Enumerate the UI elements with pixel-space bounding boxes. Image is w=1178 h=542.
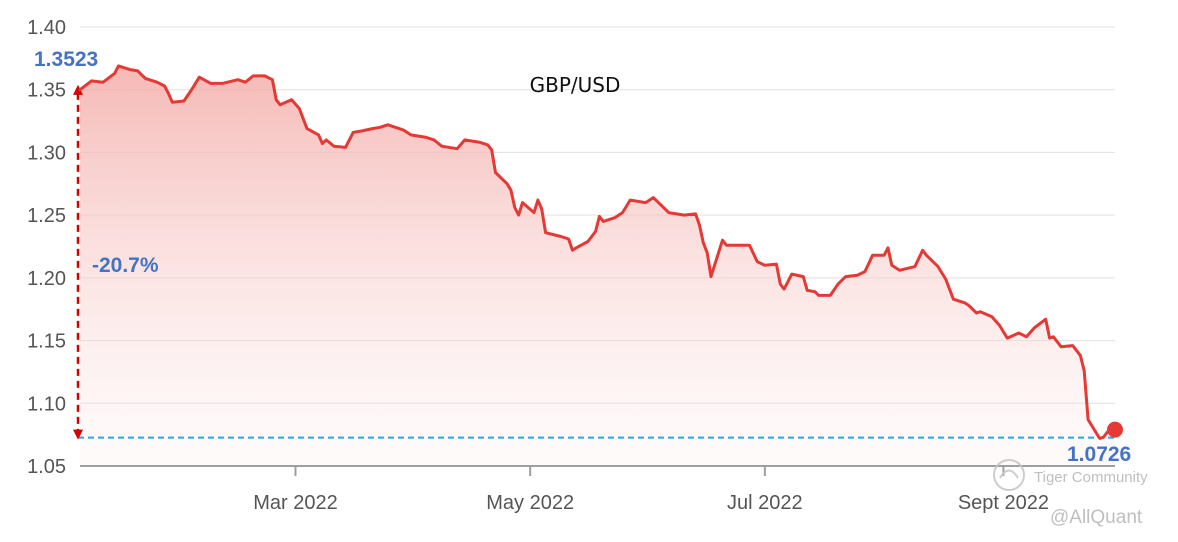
change-percent-label: -20.7% xyxy=(92,254,159,277)
y-tick-label: 1.05 xyxy=(27,456,66,478)
arrow-head-down xyxy=(73,429,83,440)
y-tick-label: 1.10 xyxy=(27,393,66,415)
chart-title: GBP/USD xyxy=(530,73,621,97)
watermark-brand: Tiger Community xyxy=(1034,469,1148,486)
watermark-handle: @AllQuant xyxy=(1050,507,1143,528)
y-tick-label: 1.30 xyxy=(27,142,66,164)
x-tick-label: Jul 2022 xyxy=(727,492,803,514)
series-line xyxy=(78,64,1117,440)
end-value-label: 1.0726 xyxy=(1067,443,1131,466)
start-value-label: 1.3523 xyxy=(34,48,98,71)
y-axis: 1.05 1.10 1.15 1.20 1.25 1.30 1.35 1.40 xyxy=(27,17,66,478)
x-tick-label: Sept 2022 xyxy=(958,492,1049,514)
x-axis: Mar 2022 May 2022 Jul 2022 Sept 2022 xyxy=(253,466,1049,514)
tiger-logo-icon xyxy=(993,459,1025,491)
x-tick-label: Mar 2022 xyxy=(253,492,338,514)
tiger-logo-mark xyxy=(999,469,1019,479)
x-tick-label: May 2022 xyxy=(486,492,574,514)
series-area xyxy=(80,65,1115,467)
y-tick-label: 1.20 xyxy=(27,268,66,290)
y-tick-label: 1.25 xyxy=(27,205,66,227)
y-tick-label: 1.40 xyxy=(27,17,66,39)
last-value-marker xyxy=(1107,421,1123,438)
y-tick-label: 1.35 xyxy=(27,80,66,102)
watermark: Tiger Community @AllQuant xyxy=(993,459,1148,528)
y-tick-label: 1.15 xyxy=(27,331,66,353)
arrow-head-up xyxy=(73,84,83,95)
